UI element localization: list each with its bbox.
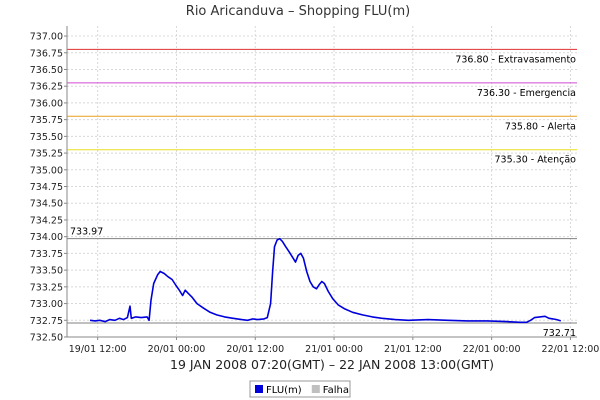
y-tick-label: 736.50 — [30, 65, 63, 76]
chart-title: Rio Aricanduva – Shopping FLU(m) — [186, 4, 410, 19]
y-tick-label: 735.50 — [30, 132, 63, 143]
y-tick-label: 736.00 — [30, 98, 63, 109]
legend-label: FLU(m) — [266, 385, 302, 396]
threshold-label: 735.80 - Alerta — [505, 121, 576, 132]
legend-label: Falha — [323, 385, 349, 396]
x-tick-label: 21/01 00:00 — [305, 344, 363, 355]
y-tick-labels: 732.50 732.75 733.00 733.25 733.50 733.75 734.… — [30, 32, 63, 344]
y-tick-label: 733.50 — [30, 266, 63, 277]
y-tick-label: 735.00 — [30, 165, 63, 176]
plot-background — [67, 26, 577, 337]
legend-swatch — [311, 385, 320, 393]
y-tick-label: 734.75 — [30, 182, 63, 193]
y-tick-label: 734.25 — [30, 215, 63, 226]
legend-swatch — [255, 385, 263, 393]
x-tick-label: 19/01 12:00 — [69, 344, 127, 355]
y-tick-label: 734.00 — [30, 232, 63, 243]
y-tick-label: 737.00 — [30, 32, 63, 43]
y-tick-label: 732.75 — [30, 316, 63, 327]
x-tick-label: 20/01 00:00 — [148, 344, 206, 355]
series-layer — [89, 237, 562, 324]
series-line-flu — [89, 237, 562, 324]
y-tick-label: 732.50 — [30, 333, 63, 344]
x-tick-label: 20/01 12:00 — [226, 344, 284, 355]
y-tick-label: 733.00 — [30, 299, 63, 310]
y-tick-label: 736.75 — [30, 48, 63, 59]
x-tick-labels: 19/01 12:00 20/01 00:00 20/01 12:00 21/01 0… — [69, 344, 600, 355]
legend-box — [249, 380, 351, 398]
threshold-label: 736.30 - Emergencia — [477, 88, 576, 99]
grid — [67, 26, 577, 338]
threshold-label: 736.80 - Extravasamento — [455, 54, 576, 65]
y-tick-label: 733.75 — [30, 249, 63, 260]
y-tick-label: 736.25 — [30, 82, 63, 93]
reference-label: 733.97 — [70, 227, 103, 238]
y-tick-label: 734.50 — [30, 199, 63, 210]
x-tick-label: 22/01 00:00 — [463, 344, 521, 355]
y-tick-label: 735.25 — [30, 149, 63, 160]
reference-lines: 733.97 732.71 — [67, 227, 577, 339]
reference-label: 732.71 — [543, 328, 576, 339]
x-tick-label: 22/01 12:00 — [542, 344, 600, 355]
x-axis-label: 19 JAN 2008 07:20(GMT) – 22 JAN 2008 13:… — [170, 357, 494, 372]
y-tick-label: 733.25 — [30, 282, 63, 293]
threshold-label: 735.30 - Atenção — [495, 155, 577, 166]
axes — [64, 26, 577, 340]
threshold-lines: 736.80 - Extravasamento 736.30 - Emergenc… — [67, 48, 577, 166]
x-tick-label: 21/01 12:00 — [384, 344, 442, 355]
legend: FLU(m) Falha — [249, 380, 351, 398]
y-tick-label: 735.75 — [30, 115, 63, 126]
